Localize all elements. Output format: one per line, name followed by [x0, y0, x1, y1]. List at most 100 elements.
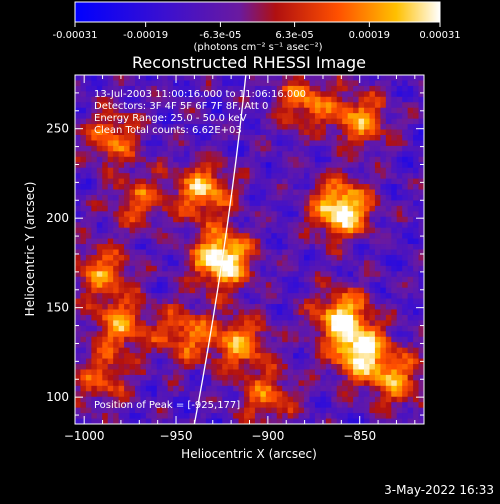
heatmap-cell	[265, 227, 272, 234]
heatmap-cell	[227, 391, 234, 398]
heatmap-cell	[189, 211, 196, 218]
heatmap-cell	[407, 271, 414, 278]
heatmap-cell	[369, 244, 376, 250]
heatmap-cell	[276, 118, 283, 125]
heatmap-cell	[271, 309, 278, 316]
heatmap-cell	[385, 211, 392, 218]
heatmap-cell	[145, 118, 152, 125]
heatmap-cell	[413, 134, 420, 141]
heatmap-cell	[298, 233, 305, 240]
heatmap-cell	[194, 325, 201, 332]
heatmap-cell	[134, 102, 141, 109]
heatmap-cell	[129, 124, 136, 131]
heatmap-cell	[265, 342, 272, 349]
heatmap-cell	[80, 184, 87, 191]
heatmap-cell	[298, 124, 305, 131]
heatmap-cell	[391, 151, 398, 158]
heatmap-cell	[418, 80, 424, 87]
heatmap-cell	[205, 102, 212, 109]
heatmap-cell	[396, 107, 403, 114]
heatmap-cell	[118, 205, 125, 212]
heatmap-cell	[178, 129, 185, 136]
heatmap-cell	[167, 184, 174, 191]
heatmap-cell	[353, 91, 360, 98]
heatmap-cell	[189, 216, 196, 223]
heatmap-cell	[396, 298, 403, 305]
heatmap-cell	[238, 227, 245, 234]
heatmap-cell	[254, 293, 261, 300]
heatmap-cell	[244, 265, 250, 272]
heatmap-cell	[282, 129, 289, 136]
heatmap-cell	[222, 336, 229, 343]
heatmap-cell	[413, 80, 420, 87]
heatmap-cell	[364, 156, 370, 163]
heatmap-cell	[418, 320, 424, 327]
heatmap-cell	[276, 80, 283, 87]
heatmap-cell	[276, 282, 283, 289]
heatmap-cell	[347, 331, 354, 338]
heatmap-cell	[238, 184, 245, 191]
heatmap-cell	[200, 173, 207, 180]
heatmap-cell	[358, 151, 365, 158]
heatmap-cell	[325, 107, 332, 114]
heatmap-cell	[413, 107, 420, 114]
heatmap-cell	[271, 124, 278, 131]
heatmap-cell	[96, 222, 103, 229]
heatmap-cell	[140, 396, 147, 403]
heatmap-cell	[353, 298, 360, 305]
heatmap-cell	[271, 336, 278, 343]
heatmap-cell	[331, 124, 338, 131]
heatmap-cell	[184, 134, 191, 141]
heatmap-cell	[91, 391, 98, 398]
heatmap-cell	[85, 298, 92, 305]
heatmap-cell	[162, 107, 169, 114]
heatmap-cell	[167, 167, 174, 174]
heatmap-cell	[287, 271, 294, 278]
heatmap-cell	[124, 140, 131, 147]
heatmap-cell	[271, 113, 278, 120]
heatmap-cell	[298, 244, 305, 250]
heatmap-cell	[331, 276, 338, 283]
heatmap-cell	[385, 134, 392, 141]
y-tick-label: 250	[46, 122, 69, 136]
heatmap-cell	[233, 162, 240, 169]
heatmap-cell	[265, 107, 272, 114]
heatmap-cell	[184, 173, 191, 180]
heatmap-cell	[194, 260, 201, 267]
heatmap-cell	[287, 320, 294, 327]
heatmap-cell	[385, 260, 392, 267]
heatmap-cell	[167, 91, 174, 98]
heatmap-cell	[391, 298, 398, 305]
heatmap-cell	[265, 145, 272, 152]
heatmap-image	[75, 75, 424, 424]
heatmap-cell	[271, 145, 278, 152]
heatmap-cell	[216, 413, 223, 420]
heatmap-cell	[282, 347, 289, 354]
heatmap-cell	[314, 189, 321, 196]
heatmap-cell	[216, 369, 223, 376]
heatmap-cell	[162, 353, 169, 360]
heatmap-cell	[85, 287, 92, 294]
heatmap-cell	[407, 282, 414, 289]
heatmap-cell	[413, 145, 420, 152]
heatmap-cell	[336, 320, 343, 327]
heatmap-cell	[156, 265, 163, 272]
heatmap-cell	[374, 364, 381, 370]
heatmap-cell	[80, 402, 87, 409]
heatmap-cell	[227, 320, 234, 327]
heatmap-cell	[298, 276, 305, 283]
heatmap-cell	[194, 80, 201, 87]
heatmap-cell	[342, 238, 349, 245]
heatmap-cell	[342, 216, 349, 223]
heatmap-cell	[325, 124, 332, 131]
heatmap-cell	[80, 102, 87, 109]
heatmap-cell	[151, 222, 158, 229]
heatmap-cell	[96, 107, 103, 114]
heatmap-cell	[396, 380, 403, 387]
heatmap-cell	[75, 418, 81, 424]
heatmap-cell	[80, 385, 87, 392]
heatmap-cell	[336, 293, 343, 300]
heatmap-cell	[85, 134, 92, 141]
heatmap-cell	[358, 91, 365, 98]
heatmap-cell	[325, 342, 332, 349]
